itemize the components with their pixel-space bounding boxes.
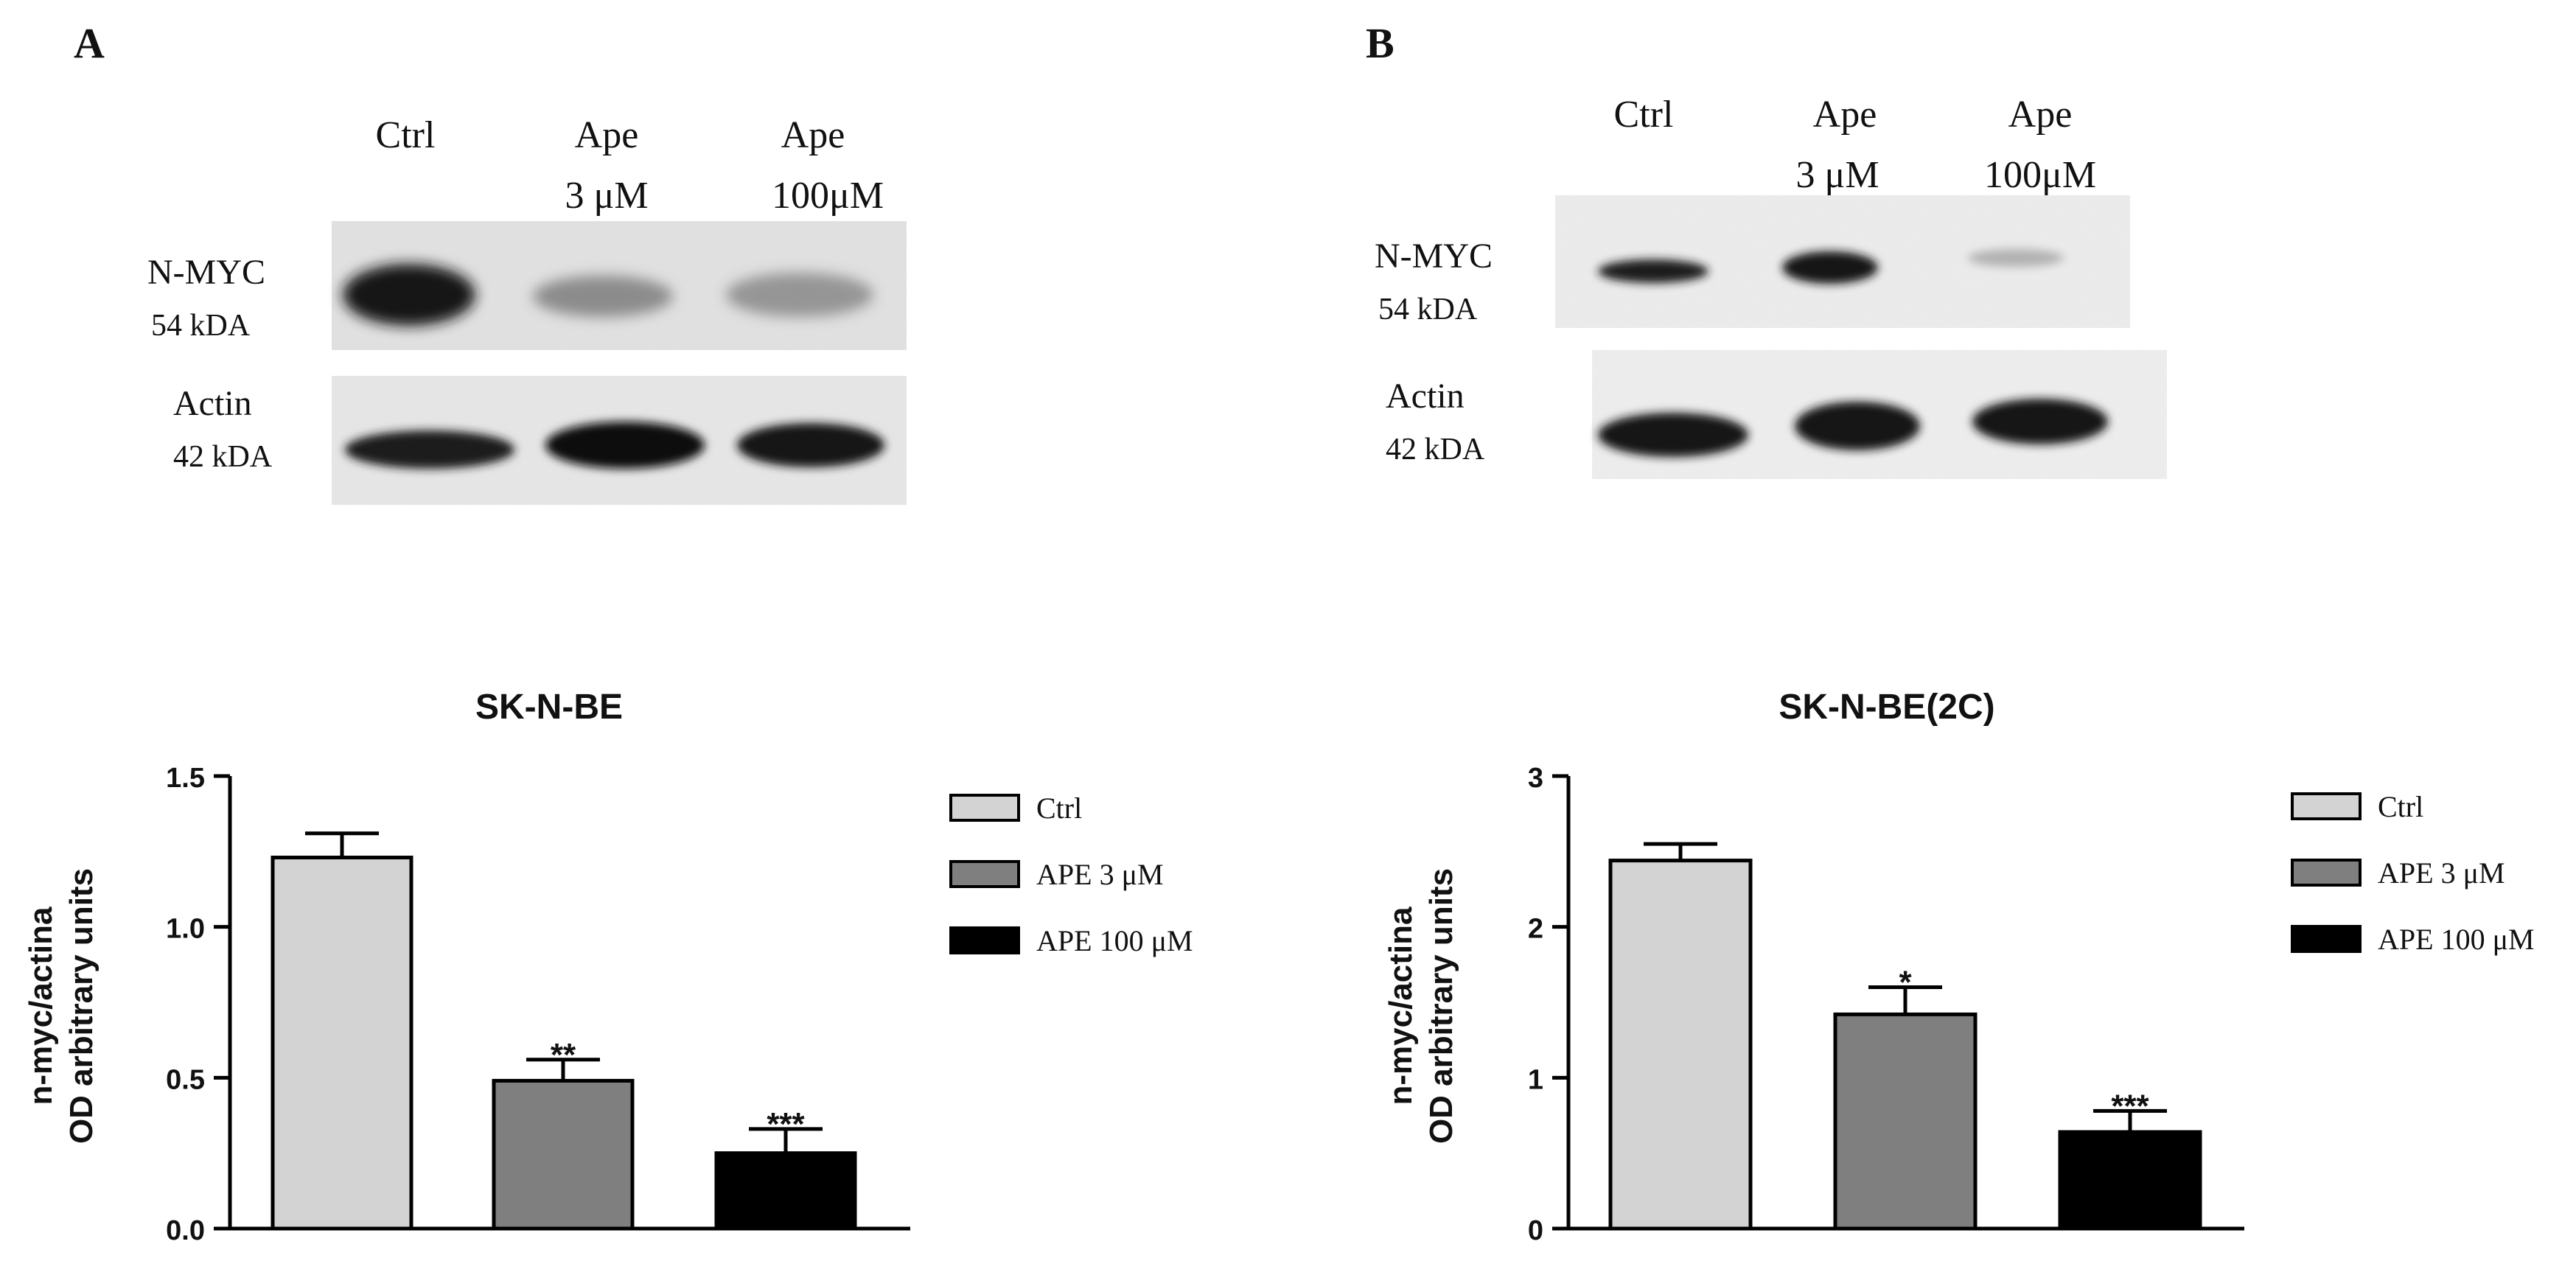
blot-b-nmyc-label: N-MYC (1375, 237, 1493, 276)
band-a-actin-ctrl (345, 430, 514, 469)
chart-a-bar (714, 1151, 857, 1231)
chart-b-ticks: 0 1 2 3 (1528, 763, 1568, 1246)
lane-b3-conc: 100μM (1984, 154, 2096, 196)
chart-b-bars: **** (1608, 842, 2202, 1231)
chart-a: SK-N-BE n-myc/actina OD arbitrary units … (23, 688, 1193, 1246)
chart-b-ytick-label: 0 (1528, 1215, 1543, 1246)
chart-b-ytick-label: 1 (1528, 1064, 1543, 1095)
chart-b: SK-N-BE(2C) n-myc/actina OD arbitrary un… (1383, 688, 2535, 1246)
panel-a-letter: A (74, 19, 105, 67)
band-b-nmyc-100um (1968, 249, 2064, 267)
blot-b-actin-strip (1592, 350, 2167, 479)
blot-a-nmyc-label: N-MYC (147, 253, 265, 292)
band-b-nmyc-ctrl (1598, 259, 1708, 283)
band-b-nmyc-3um (1782, 251, 1878, 284)
chart-a-legend-label: APE 3 μM (1036, 858, 1164, 891)
blot-a-nmyc-kda: 54 kDA (151, 309, 251, 343)
band-a-nmyc-3um (533, 276, 673, 317)
chart-a-bar (492, 1078, 635, 1231)
band-a-actin-100um (737, 423, 884, 467)
chart-b-legend-label: APE 3 μM (2378, 856, 2505, 890)
lane-a3-label: Ape (781, 114, 845, 156)
chart-b-ylabel-line1: n-myc/actina (1383, 907, 1419, 1105)
chart-a-ytick-label: 0.0 (166, 1215, 205, 1246)
blot-b-nmyc-kda: 54 kDA (1378, 293, 1478, 326)
chart-b-legend: Ctrl APE 3 μM APE 100 μM (2291, 790, 2535, 956)
chart-b-significance: *** (2111, 1088, 2149, 1124)
blot-a-actin-label: Actin (173, 384, 252, 423)
chart-a-title: SK-N-BE (475, 688, 623, 727)
chart-a-ylabel-line1: n-myc/actina (23, 907, 59, 1105)
chart-a-bar (270, 856, 413, 1231)
chart-a-legend-label: Ctrl (1036, 792, 1082, 825)
blot-a-actin-strip (332, 376, 907, 505)
chart-a-legend: Ctrl APE 3 μM APE 100 μM (949, 792, 1193, 957)
lane-a1-label: Ctrl (376, 114, 436, 156)
lane-b2-conc: 3 μM (1795, 154, 1879, 196)
band-b-actin-100um (1972, 399, 2108, 444)
panel-b-letter: B (1366, 19, 1395, 67)
blot-b-actin-kda: 42 kDA (1386, 433, 1485, 467)
band-b-actin-ctrl (1598, 413, 1748, 457)
panel-a-blot: A Ctrl Ape 3 μM Ape 100μM N-MYC 54 kDA A… (74, 19, 907, 505)
band-a-actin-3um (545, 422, 705, 469)
chart-a-significance: ** (551, 1037, 576, 1073)
blot-a-nmyc-strip (332, 221, 907, 350)
chart-b-legend-swatch (2291, 859, 2362, 887)
lane-b3-label: Ape (2008, 94, 2073, 136)
lane-b2-label: Ape (1813, 94, 1877, 136)
chart-a-significance: *** (767, 1106, 805, 1142)
band-a-nmyc-ctrl (343, 264, 475, 326)
chart-b-bar (2058, 1130, 2202, 1231)
panel-b-blot: B Ctrl Ape 3 μM Ape 100μM N-MYC 54 kDA A… (1366, 19, 2167, 479)
chart-b-ytick-label: 3 (1528, 763, 1543, 794)
band-b-actin-3um (1795, 402, 1920, 450)
chart-b-title: SK-N-BE(2C) (1779, 688, 1994, 727)
lane-a2-label: Ape (575, 114, 639, 156)
lane-a2-conc: 3 μM (565, 175, 648, 217)
lane-b1-label: Ctrl (1614, 94, 1674, 136)
chart-a-legend-swatch (949, 794, 1020, 822)
chart-a-ytick-label: 1.0 (166, 914, 205, 945)
chart-a-ylabel-line2: OD arbitrary units (63, 868, 100, 1144)
chart-b-legend-swatch (2291, 792, 2362, 820)
chart-b-legend-swatch (2291, 925, 2362, 953)
chart-b-legend-label: Ctrl (2378, 790, 2423, 823)
chart-b-ylabel-line2: OD arbitrary units (1423, 868, 1459, 1144)
chart-a-ytick-label: 1.5 (166, 763, 205, 794)
chart-b-ytick-label: 2 (1528, 914, 1543, 945)
chart-b-bar (1608, 859, 1753, 1231)
chart-a-ticks: 0.0 0.5 1.0 1.5 (166, 763, 230, 1246)
blot-a-actin-kda: 42 kDA (173, 440, 273, 474)
chart-a-bars: ***** (270, 831, 857, 1231)
chart-b-bar (1833, 1012, 1978, 1231)
chart-b-legend-label: APE 100 μM (2378, 923, 2535, 956)
chart-a-legend-swatch (949, 926, 1020, 954)
chart-a-legend-swatch (949, 860, 1020, 888)
blot-b-nmyc-strip (1555, 195, 2130, 328)
chart-a-ytick-label: 0.5 (166, 1064, 205, 1095)
band-a-nmyc-100um (726, 273, 873, 317)
lane-a3-conc: 100μM (772, 175, 884, 217)
chart-a-legend-label: APE 100 μM (1036, 924, 1193, 957)
chart-b-significance: * (1899, 965, 1912, 1001)
blot-b-actin-label: Actin (1386, 377, 1465, 416)
